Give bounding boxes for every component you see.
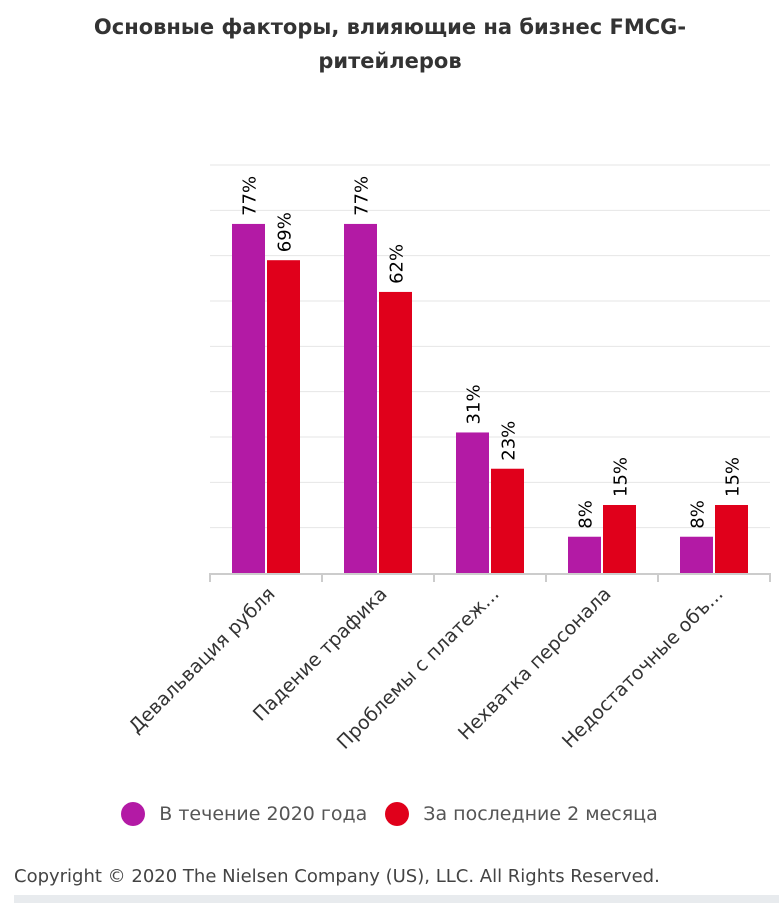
bar xyxy=(491,468,524,573)
bars xyxy=(232,223,748,573)
data-label: 31% xyxy=(464,384,485,424)
data-label: 15% xyxy=(723,457,744,497)
data-label: 15% xyxy=(611,457,632,497)
footer-bar xyxy=(14,895,779,903)
bar xyxy=(715,505,748,573)
legend-label: В течение 2020 года xyxy=(159,803,368,825)
copyright-text: Copyright © 2020 The Nielsen Company (US… xyxy=(14,866,660,887)
bar xyxy=(267,260,300,573)
data-label: 69% xyxy=(275,212,296,252)
legend: В течение 2020 года За последние 2 месяц… xyxy=(0,798,779,830)
bar xyxy=(379,291,412,573)
legend-swatch xyxy=(385,802,410,826)
legend-item-series-1[interactable]: В течение 2020 года xyxy=(121,802,367,826)
bar xyxy=(568,536,601,573)
legend-item-series-2[interactable]: За последние 2 месяца xyxy=(385,802,658,826)
data-label: 77% xyxy=(352,176,373,216)
bar xyxy=(344,223,377,573)
data-label: 8% xyxy=(688,500,709,529)
bar xyxy=(456,432,489,573)
data-label: 77% xyxy=(240,176,261,216)
bar xyxy=(603,505,636,573)
legend-swatch xyxy=(121,802,146,826)
data-label: 62% xyxy=(387,244,408,284)
legend-label: За последние 2 месяца xyxy=(423,803,658,825)
bar xyxy=(680,536,713,573)
chart-title: Основные факторы, влияющие на бизнес FMC… xyxy=(93,15,687,73)
bar xyxy=(232,223,265,573)
data-label: 8% xyxy=(576,500,597,529)
data-label: 23% xyxy=(499,421,520,461)
value-labels: 77% 69% 77% 62% 31% 23% 8% 15% 8% 15% xyxy=(240,176,744,529)
grid-lines xyxy=(210,164,770,529)
